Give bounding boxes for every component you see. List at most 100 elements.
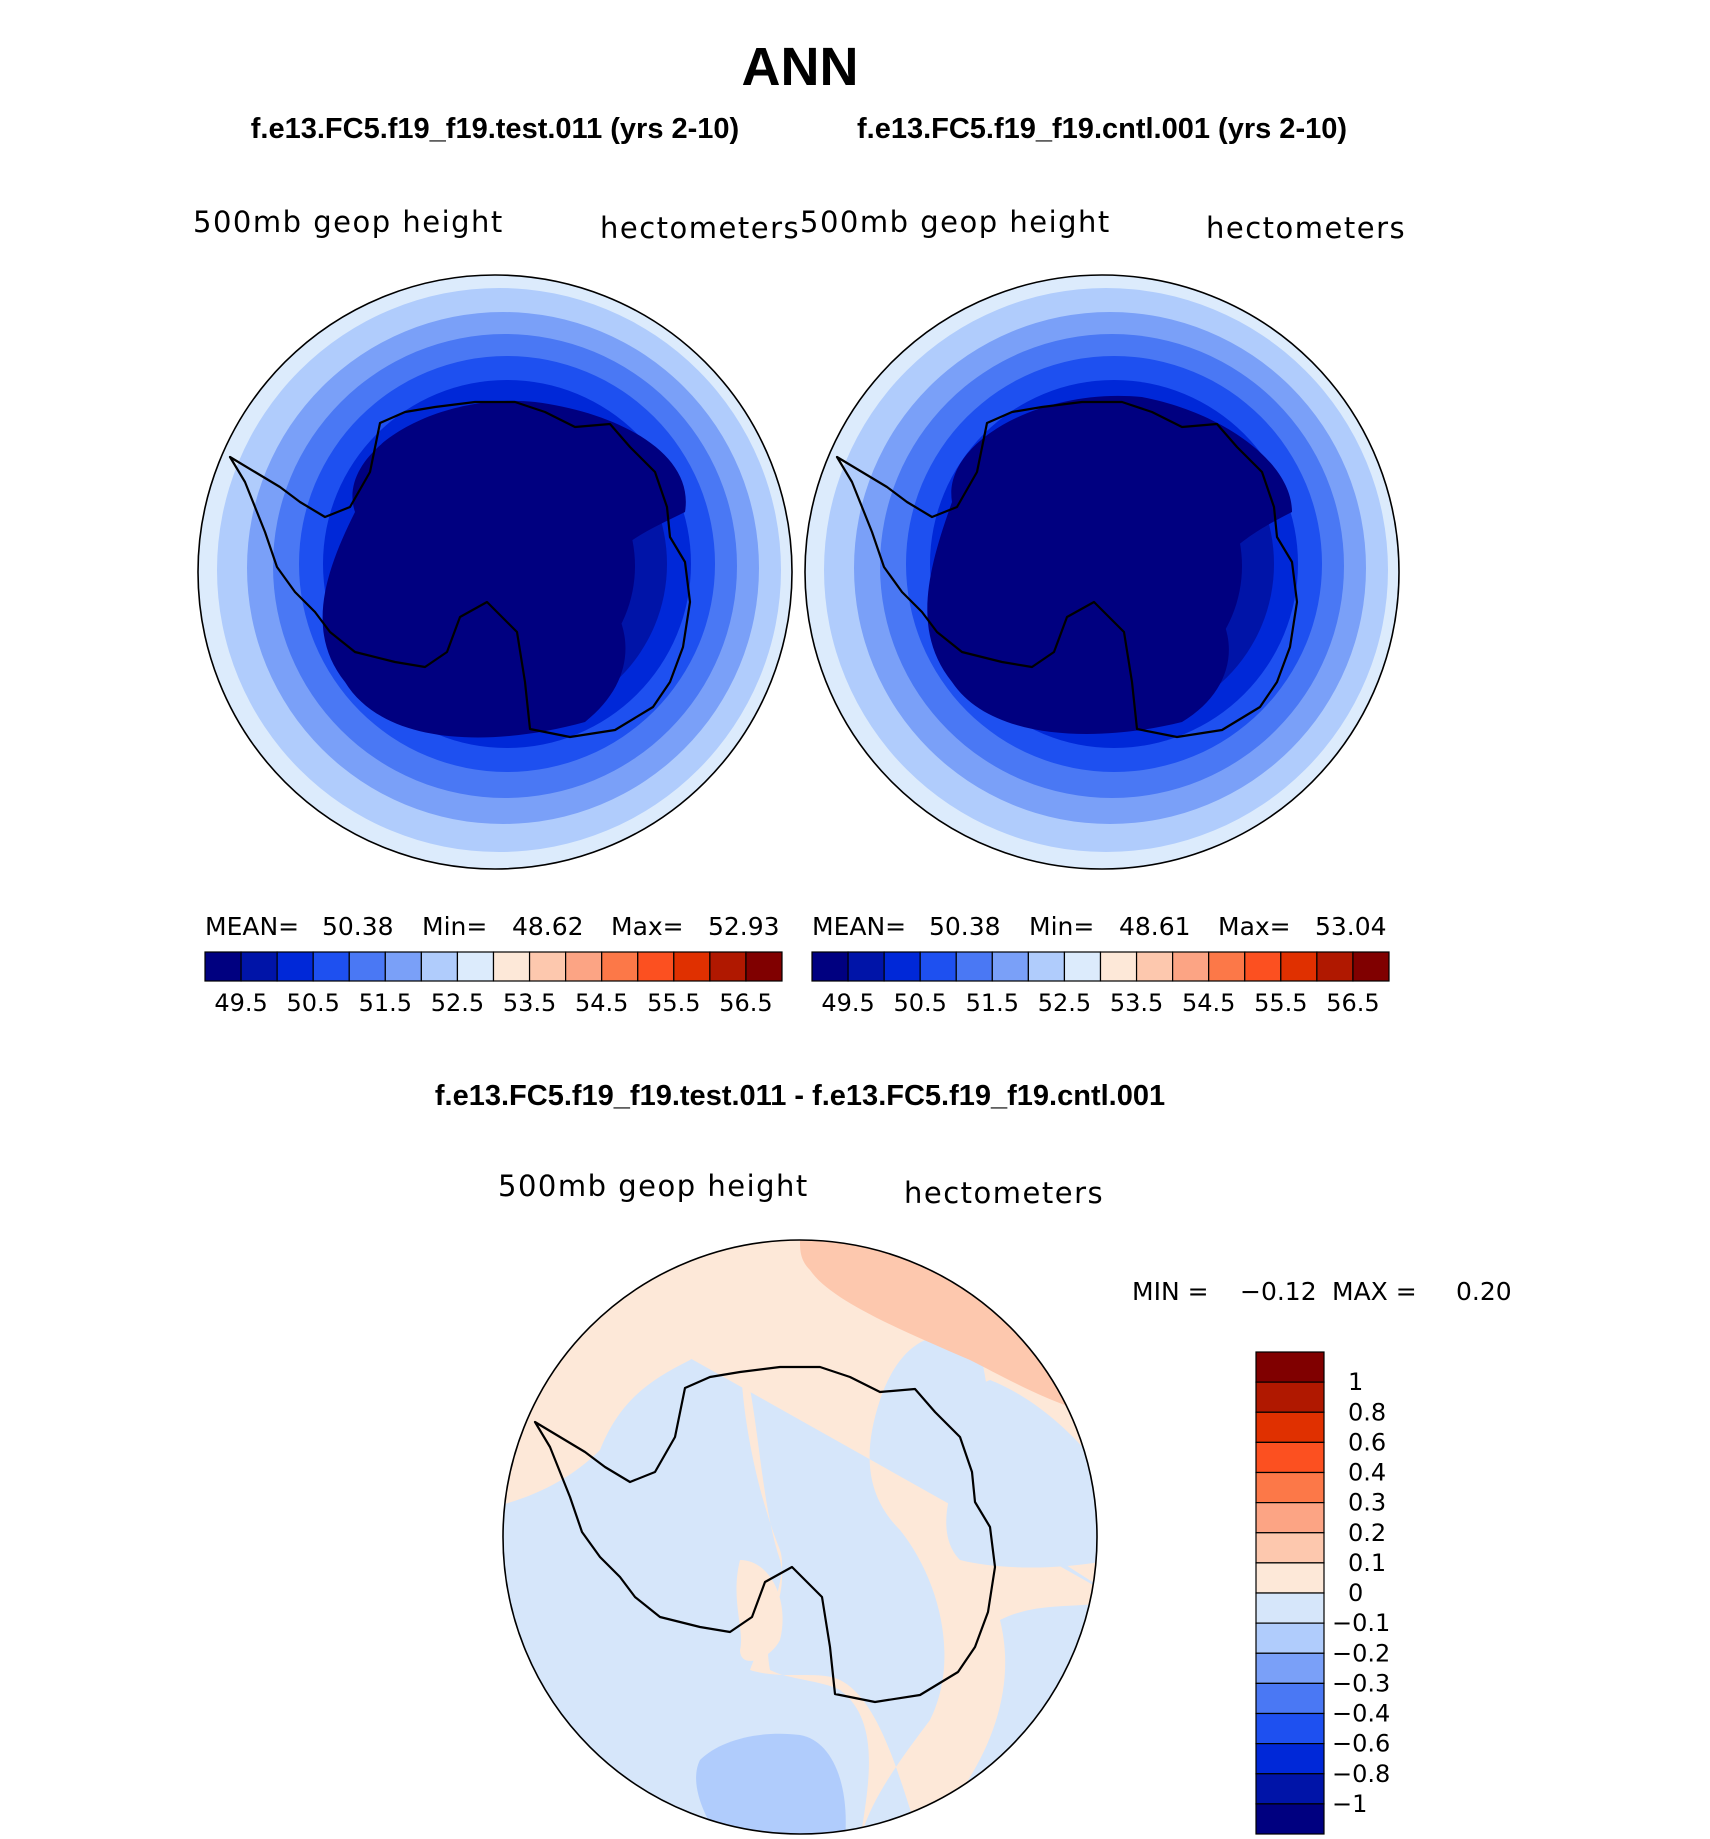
colorbar-swatch bbox=[420, 951, 459, 982]
colorbar-tick-label: 54.5 bbox=[1182, 989, 1235, 1017]
difference-title: f.e13.FC5.f19_f19.test.011 - f.e13.FC5.f… bbox=[435, 1080, 1165, 1112]
colorbar-swatch bbox=[1244, 951, 1282, 982]
colorbar-swatch bbox=[276, 951, 314, 982]
panel-diff-max-label: MAX = bbox=[1332, 1277, 1417, 1306]
panel-cntl-mean-label: MEAN= bbox=[812, 912, 906, 941]
colorbar-tick-label: −0.8 bbox=[1332, 1760, 1390, 1788]
panel-diff-variable-label: 500mb geop height bbox=[498, 1169, 809, 1203]
colorbar-swatch bbox=[1255, 1622, 1325, 1654]
diff-negative-east bbox=[941, 1380, 1097, 1568]
panel-cntl-max-value: 53.04 bbox=[1315, 912, 1387, 941]
colorbar-swatch bbox=[745, 951, 783, 982]
colorbar-swatch bbox=[601, 951, 639, 982]
colorbar-tick-label: 53.5 bbox=[1110, 989, 1163, 1017]
panel-cntl-map bbox=[805, 275, 1399, 869]
diff-positive-island bbox=[736, 1560, 783, 1661]
colorbar-swatch bbox=[1063, 951, 1102, 982]
colorbar-tick-label: −0.3 bbox=[1332, 1669, 1390, 1697]
colorbar-swatch bbox=[528, 951, 567, 982]
panel-cntl-min-value: 48.61 bbox=[1119, 912, 1191, 941]
panel-cntl-map-border bbox=[804, 274, 1400, 870]
colorbar-swatch bbox=[240, 951, 278, 982]
panel-cntl-colorbar: 49.5 50.5 51.5 52.5 53.5 54.5 55.5 56.5 bbox=[811, 951, 1390, 1017]
colorbar-swatch bbox=[883, 951, 921, 982]
panel-diff-max-value: 0.20 bbox=[1456, 1277, 1512, 1306]
panel-cntl-coastline bbox=[835, 400, 1299, 739]
panel-test-map-border bbox=[197, 274, 793, 870]
colorbar-tick-label: −1 bbox=[1332, 1790, 1367, 1818]
colorbar-swatch bbox=[1255, 1773, 1325, 1805]
colorbar-tick-label: −0.1 bbox=[1332, 1609, 1390, 1637]
colorbar-swatch bbox=[1255, 1381, 1325, 1413]
colorbar-swatch bbox=[492, 951, 531, 982]
colorbar-swatch bbox=[1316, 951, 1354, 982]
colorbar-swatch bbox=[1255, 1592, 1325, 1624]
panel-diff-map bbox=[503, 1240, 1097, 1834]
panel-cntl-max-label: Max= bbox=[1218, 912, 1291, 941]
colorbar-swatch bbox=[955, 951, 993, 982]
colorbar-swatch bbox=[1280, 951, 1318, 982]
panel-test-max-value: 52.93 bbox=[708, 912, 780, 941]
colorbar-swatch bbox=[1255, 1441, 1325, 1474]
panel-diff-units-label: hectometers bbox=[904, 1176, 1104, 1210]
panel-test-max-label: Max= bbox=[611, 912, 684, 941]
colorbar-swatch bbox=[384, 951, 422, 982]
colorbar-tick-label: 52.5 bbox=[1038, 989, 1091, 1017]
colorbar-tick-label: 0.2 bbox=[1348, 1519, 1386, 1547]
panel-test-coastline bbox=[228, 400, 692, 739]
control-case-title: f.e13.FC5.f19_f19.cntl.001 (yrs 2-10) bbox=[857, 113, 1347, 145]
colorbar-swatch bbox=[637, 951, 675, 982]
colorbar-tick-label: 51.5 bbox=[966, 989, 1019, 1017]
colorbar-tick-label: 0 bbox=[1348, 1579, 1363, 1607]
panel-cntl-units-label: hectometers bbox=[1206, 211, 1406, 245]
panel-diff-map-border bbox=[502, 1239, 1098, 1835]
colorbar-swatch bbox=[312, 951, 350, 982]
colorbar-swatch bbox=[1352, 951, 1390, 982]
colorbar-swatch bbox=[1255, 1471, 1325, 1504]
colorbar-tick-label: 0.8 bbox=[1348, 1398, 1386, 1426]
panel-test-map bbox=[198, 275, 792, 869]
panel-test-core bbox=[322, 400, 686, 738]
panel-test: 500mb geop height hectometers MEAN= 50.3… bbox=[193, 205, 800, 1017]
colorbar-tick-label: 52.5 bbox=[431, 989, 484, 1017]
colorbar-swatch bbox=[456, 951, 495, 982]
colorbar-swatch bbox=[709, 951, 747, 982]
colorbar-swatch bbox=[565, 951, 603, 982]
panel-cntl: 500mb geop height hectometers MEAN= 50.3… bbox=[800, 205, 1406, 1017]
diff-negative-strong bbox=[696, 1733, 846, 1834]
colorbar-swatch bbox=[1255, 1682, 1325, 1715]
colorbar-swatch bbox=[204, 951, 242, 982]
panel-cntl-variable-label: 500mb geop height bbox=[800, 205, 1111, 239]
panel-diff-min-label: MIN = bbox=[1132, 1277, 1209, 1306]
colorbar-swatch bbox=[847, 951, 885, 982]
colorbar-swatch bbox=[1255, 1803, 1325, 1835]
colorbar-tick-label: −0.6 bbox=[1332, 1730, 1390, 1758]
colorbar-swatch bbox=[1255, 1411, 1325, 1443]
colorbar-swatch bbox=[1255, 1652, 1325, 1684]
colorbar-swatch bbox=[1135, 951, 1174, 982]
colorbar-swatch bbox=[1255, 1532, 1325, 1564]
colorbar-swatch bbox=[1255, 1562, 1325, 1594]
panel-test-colorbar: 49.5 50.5 51.5 52.5 53.5 54.5 55.5 56.5 bbox=[204, 951, 783, 1017]
panel-diff-coastline bbox=[533, 1365, 997, 1704]
colorbar-tick-label: 0.3 bbox=[1348, 1489, 1386, 1517]
panel-test-units-label: hectometers bbox=[600, 211, 800, 245]
colorbar-swatch bbox=[1255, 1712, 1325, 1745]
colorbar-tick-label: 56.5 bbox=[1326, 989, 1379, 1017]
figure-title: ANN bbox=[742, 37, 859, 97]
colorbar-swatch bbox=[673, 951, 711, 982]
panel-diff-colorbar: 10.80.6 0.40.30.20.10−0.1−0.2−0.3 −0.4−0.6… bbox=[1255, 1351, 1390, 1835]
colorbar-swatch bbox=[1255, 1351, 1325, 1383]
colorbar-swatch bbox=[1208, 951, 1246, 982]
colorbar-tick-label: 53.5 bbox=[503, 989, 556, 1017]
panel-test-variable-label: 500mb geop height bbox=[193, 205, 504, 239]
panel-test-min-value: 48.62 bbox=[512, 912, 584, 941]
colorbar-tick-label: −0.4 bbox=[1332, 1700, 1390, 1728]
diff-positive-region bbox=[503, 1240, 1097, 1834]
colorbar-swatch bbox=[811, 951, 849, 982]
test-case-title: f.e13.FC5.f19_f19.test.011 (yrs 2-10) bbox=[251, 113, 739, 145]
panel-test-mean-value: 50.38 bbox=[322, 912, 394, 941]
colorbar-tick-label: 0.6 bbox=[1348, 1428, 1386, 1456]
panel-test-mean-label: MEAN= bbox=[205, 912, 299, 941]
